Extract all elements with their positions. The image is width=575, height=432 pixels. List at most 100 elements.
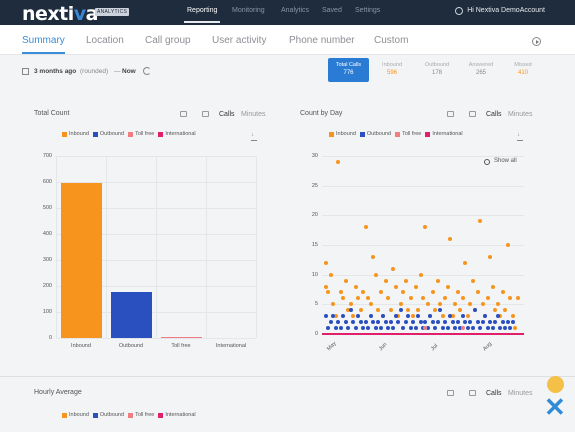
range-end[interactable]: Now [122,68,136,75]
tab-call-group[interactable]: Call group [145,35,191,46]
user-icon[interactable] [455,7,463,15]
data-point-outbound[interactable] [445,326,450,331]
legend-outbound[interactable]: Outbound [359,131,391,137]
data-point-outbound[interactable] [388,320,393,325]
data-point-inbound[interactable] [510,314,515,319]
data-point-inbound[interactable] [328,272,333,277]
data-point-inbound[interactable] [438,302,443,307]
data-point-outbound[interactable] [495,314,500,319]
data-point-outbound[interactable] [408,326,413,331]
data-point-inbound[interactable] [324,284,328,289]
data-point-outbound[interactable] [391,326,396,331]
data-point-outbound[interactable] [460,314,465,319]
data-point-inbound[interactable] [403,278,408,283]
chart-type-icon[interactable] [180,111,187,117]
data-point-outbound[interactable] [453,326,458,331]
data-point-outbound[interactable] [366,326,371,331]
data-point-outbound[interactable] [448,314,453,319]
data-point-inbound[interactable] [366,296,371,301]
legend-international[interactable]: International [425,131,463,137]
data-point-inbound[interactable] [326,290,331,295]
data-point-inbound[interactable] [363,225,368,230]
chart-type-icon[interactable] [447,111,454,117]
data-point-inbound[interactable] [468,302,473,307]
data-point-inbound[interactable] [406,308,411,313]
data-point-outbound[interactable] [468,320,473,325]
data-point-inbound[interactable] [356,296,361,301]
toggle-minutes[interactable]: Minutes [241,111,266,118]
data-point-inbound[interactable] [353,284,358,289]
data-point-inbound[interactable] [371,254,376,259]
data-point-outbound[interactable] [371,320,376,325]
legend-inbound[interactable]: Inbound [62,131,89,137]
tab-location[interactable]: Location [86,35,124,46]
data-point-outbound[interactable] [428,314,433,319]
data-point-outbound[interactable] [490,326,495,331]
data-point-outbound[interactable] [401,326,406,331]
data-point-inbound[interactable] [490,284,495,289]
refresh-icon[interactable] [143,67,151,75]
data-point-inbound[interactable] [498,314,503,319]
data-point-outbound[interactable] [338,326,343,331]
data-point-outbound[interactable] [356,314,361,319]
legend-inbound[interactable]: Inbound [62,412,89,418]
data-point-inbound[interactable] [505,243,510,247]
play-icon[interactable] [532,37,541,46]
data-point-inbound[interactable] [460,296,465,301]
data-point-inbound[interactable] [423,225,428,230]
data-point-outbound[interactable] [386,326,391,331]
data-point-outbound[interactable] [343,320,348,325]
close-icon[interactable]: ✕ [544,392,566,422]
data-point-outbound[interactable] [440,326,445,331]
data-point-outbound[interactable] [341,314,346,319]
data-point-outbound[interactable] [423,320,428,325]
bar-inbound[interactable] [60,183,102,338]
data-point-outbound[interactable] [493,320,498,325]
data-point-inbound[interactable] [433,308,438,313]
data-point-inbound[interactable] [480,302,485,307]
legend-outbound[interactable]: Outbound [92,131,124,137]
data-point-outbound[interactable] [473,308,478,313]
data-point-inbound[interactable] [430,290,435,295]
data-point-outbound[interactable] [421,326,425,331]
data-point-inbound[interactable] [351,314,356,319]
legend-inbound[interactable]: Inbound [329,131,356,137]
tab-user-activity[interactable]: User activity [212,35,267,46]
data-point-inbound[interactable] [503,308,508,313]
data-point-outbound[interactable] [358,320,363,325]
data-point-inbound[interactable] [500,290,505,295]
data-point-outbound[interactable] [500,320,505,325]
data-point-inbound[interactable] [331,302,336,307]
data-point-outbound[interactable] [351,320,356,325]
table-view-icon[interactable] [469,111,476,117]
data-point-inbound[interactable] [421,296,425,301]
download-icon[interactable] [517,132,523,141]
data-point-inbound[interactable] [463,260,468,265]
data-point-inbound[interactable] [383,278,388,283]
data-point-outbound[interactable] [510,320,515,325]
data-point-inbound[interactable] [378,290,383,295]
stat-missed[interactable]: Missed 410 [503,58,543,82]
legend-toll-free[interactable]: Toll free [128,412,154,418]
user-greeting[interactable]: Hi Nextiva DemoAccount [467,7,545,14]
stat-answered[interactable]: Answered 265 [461,58,501,82]
data-point-outbound[interactable] [393,314,398,319]
data-point-outbound[interactable] [435,320,440,325]
table-view-icon[interactable] [469,390,476,396]
data-point-outbound[interactable] [485,326,490,331]
bar-toll-free[interactable] [160,336,202,338]
data-point-inbound[interactable] [396,314,401,319]
data-point-inbound[interactable] [485,296,490,301]
data-point-outbound[interactable] [470,326,475,331]
nav-saved[interactable]: Saved [322,7,342,14]
data-point-outbound[interactable] [353,326,358,331]
calendar-icon[interactable] [22,68,29,75]
toggle-calls[interactable]: Calls [486,111,502,118]
stat-total-calls[interactable]: Total Calls 776 [328,58,369,82]
stat-outbound[interactable]: Outbound 178 [417,58,457,82]
data-point-inbound[interactable] [391,266,396,271]
nav-analytics[interactable]: Analytics [281,7,310,14]
data-point-inbound[interactable] [336,159,341,164]
table-view-icon[interactable] [202,111,209,117]
data-point-inbound[interactable] [455,290,460,295]
